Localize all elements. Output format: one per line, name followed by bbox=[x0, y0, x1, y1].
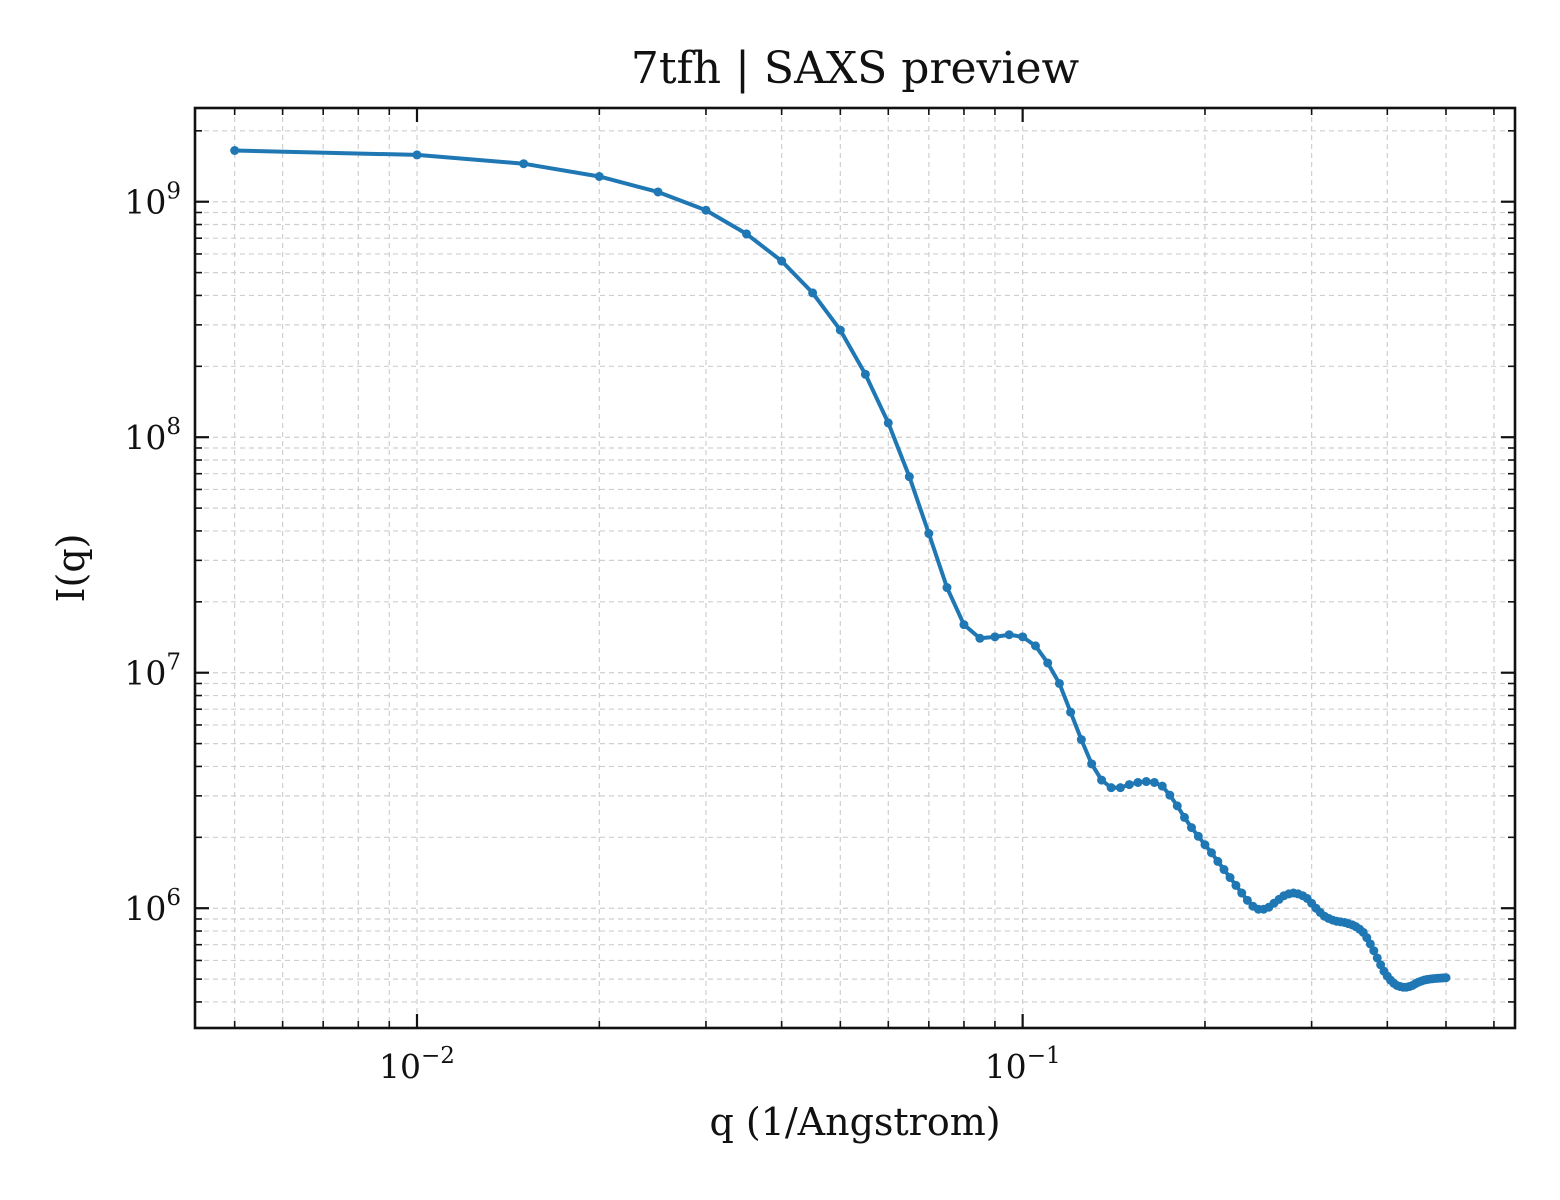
data-point bbox=[1225, 873, 1235, 883]
data-point bbox=[1157, 781, 1167, 791]
data-point bbox=[990, 632, 1000, 642]
data-point bbox=[924, 529, 934, 539]
data-point bbox=[519, 159, 529, 169]
data-point bbox=[1115, 783, 1125, 793]
tick-label-layer: 10−2 10−1 106 107 108 109 bbox=[124, 179, 1060, 1086]
data-point bbox=[1365, 939, 1375, 949]
data-point bbox=[1043, 658, 1053, 668]
data-point bbox=[883, 418, 893, 428]
data-point bbox=[701, 205, 711, 215]
data-point bbox=[835, 325, 845, 335]
data-point bbox=[959, 620, 969, 630]
data-point bbox=[1237, 888, 1247, 898]
data-point bbox=[1149, 777, 1159, 787]
x-tick-label: 10−1 bbox=[985, 1043, 1061, 1086]
data-point bbox=[230, 146, 240, 155]
data-point bbox=[1133, 777, 1143, 787]
data-point bbox=[1087, 759, 1097, 769]
data-point bbox=[742, 229, 752, 239]
data-point bbox=[1066, 707, 1076, 717]
data-point bbox=[1165, 790, 1175, 800]
data-point bbox=[1186, 823, 1196, 833]
data-point bbox=[1219, 865, 1229, 875]
y-tick-label: 109 bbox=[124, 179, 181, 222]
data-point bbox=[860, 369, 870, 379]
data-point bbox=[904, 472, 914, 482]
data-point bbox=[1124, 780, 1134, 790]
data-point bbox=[777, 256, 787, 266]
data-point bbox=[1193, 831, 1203, 841]
data-point bbox=[1141, 777, 1151, 787]
x-tick-label: 10−2 bbox=[379, 1043, 455, 1086]
data-point bbox=[1106, 783, 1116, 793]
series-layer bbox=[230, 146, 1451, 992]
plot-frame bbox=[193, 106, 1517, 1030]
data-point bbox=[1076, 735, 1086, 745]
data-point bbox=[1372, 953, 1382, 963]
data-point bbox=[594, 171, 604, 181]
data-point bbox=[1004, 630, 1014, 640]
y-axis-label: I(q) bbox=[49, 534, 93, 603]
data-point bbox=[412, 150, 422, 160]
y-tick-label: 108 bbox=[124, 414, 181, 457]
data-point bbox=[1054, 678, 1064, 688]
data-point bbox=[1200, 840, 1210, 850]
tick-layer bbox=[195, 108, 1515, 1028]
data-point bbox=[1018, 632, 1028, 642]
chart-title: 7tfh | SAXS preview bbox=[631, 43, 1080, 94]
data-point bbox=[653, 187, 663, 197]
y-tick-label: 107 bbox=[124, 650, 181, 693]
data-point bbox=[1030, 641, 1040, 651]
data-point bbox=[1231, 880, 1241, 890]
data-point bbox=[1441, 973, 1451, 983]
data-point bbox=[1206, 848, 1216, 858]
grid-layer bbox=[195, 108, 1515, 1028]
data-point bbox=[1097, 775, 1107, 785]
data-point bbox=[1369, 946, 1379, 956]
x-axis-label: q (1/Angstrom) bbox=[709, 1100, 1000, 1144]
data-point bbox=[808, 288, 818, 298]
data-point bbox=[1172, 801, 1182, 811]
data-point bbox=[975, 633, 985, 643]
data-point bbox=[1242, 895, 1252, 905]
data-point bbox=[1179, 812, 1189, 822]
data-point bbox=[942, 583, 952, 593]
y-tick-label: 106 bbox=[124, 885, 181, 928]
data-point bbox=[1213, 856, 1223, 866]
